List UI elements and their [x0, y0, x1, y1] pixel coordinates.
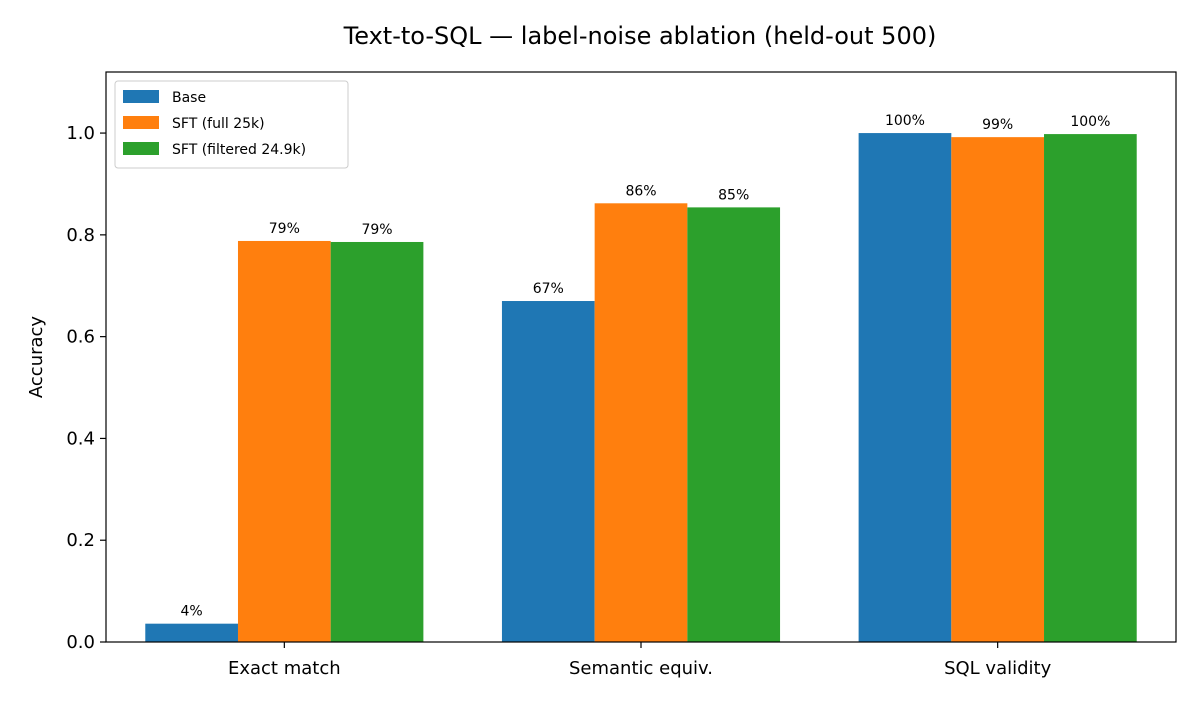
bar-0-2 — [858, 133, 952, 643]
data-label-0-0: 4% — [181, 604, 203, 620]
data-label-0-1: 67% — [533, 281, 564, 297]
bar-1-0 — [237, 240, 331, 642]
bar-2-2 — [1044, 134, 1137, 642]
y-tick-label-5: 1.0 — [66, 123, 95, 144]
chart-title: Text-to-SQL — label-noise ablation (held… — [343, 22, 937, 50]
series-1: 79% 86% 99% — [237, 117, 1045, 642]
legend-entry-0: Base — [172, 90, 206, 106]
x-tick-label-2: SQL validity — [944, 658, 1052, 679]
plot-area: 4% 67% 100% 79% 86% 99% 79% 85% 100% 0.0 0.2 0.4 0.6… — [66, 71, 1177, 679]
series-0: 4% 67% 100% — [145, 113, 952, 643]
data-label-1-2: 99% — [982, 117, 1013, 133]
y-axis-label: Accuracy — [26, 316, 47, 399]
series-2: 79% 85% 100% — [330, 114, 1137, 642]
y-tick-label-0: 0.0 — [66, 632, 95, 653]
y-tick-label-4: 0.8 — [66, 225, 95, 246]
legend-swatch-0 — [123, 90, 159, 103]
data-label-1-0: 79% — [269, 221, 300, 237]
data-label-1-1: 86% — [625, 183, 656, 199]
legend-entry-1: SFT (full 25k) — [172, 116, 265, 132]
legend-frame — [114, 80, 349, 169]
legend-entry-2: SFT (filtered 24.9k) — [172, 142, 306, 158]
bar-0-1 — [501, 301, 595, 642]
bar-2-0 — [330, 241, 424, 642]
y-tick-label-3: 0.6 — [66, 327, 95, 348]
data-label-2-1: 85% — [718, 187, 749, 203]
data-label-2-2: 100% — [1070, 114, 1110, 130]
bar-1-2 — [951, 137, 1045, 642]
y-tick-label-1: 0.2 — [66, 530, 95, 551]
bar-0-0 — [145, 623, 238, 642]
x-tick-label-1: Semantic equiv. — [569, 658, 713, 679]
legend: Base SFT (full 25k) SFT (filtered 24.9k) — [114, 80, 349, 169]
legend-swatch-2 — [123, 142, 159, 155]
y-tick-label-2: 0.4 — [66, 428, 95, 449]
legend-swatch-1 — [123, 116, 159, 129]
bar-2-1 — [687, 207, 781, 642]
data-label-0-2: 100% — [885, 113, 925, 129]
x-tick-label-0: Exact match — [228, 658, 341, 679]
data-label-2-0: 79% — [361, 222, 392, 238]
bar-1-1 — [594, 203, 688, 642]
